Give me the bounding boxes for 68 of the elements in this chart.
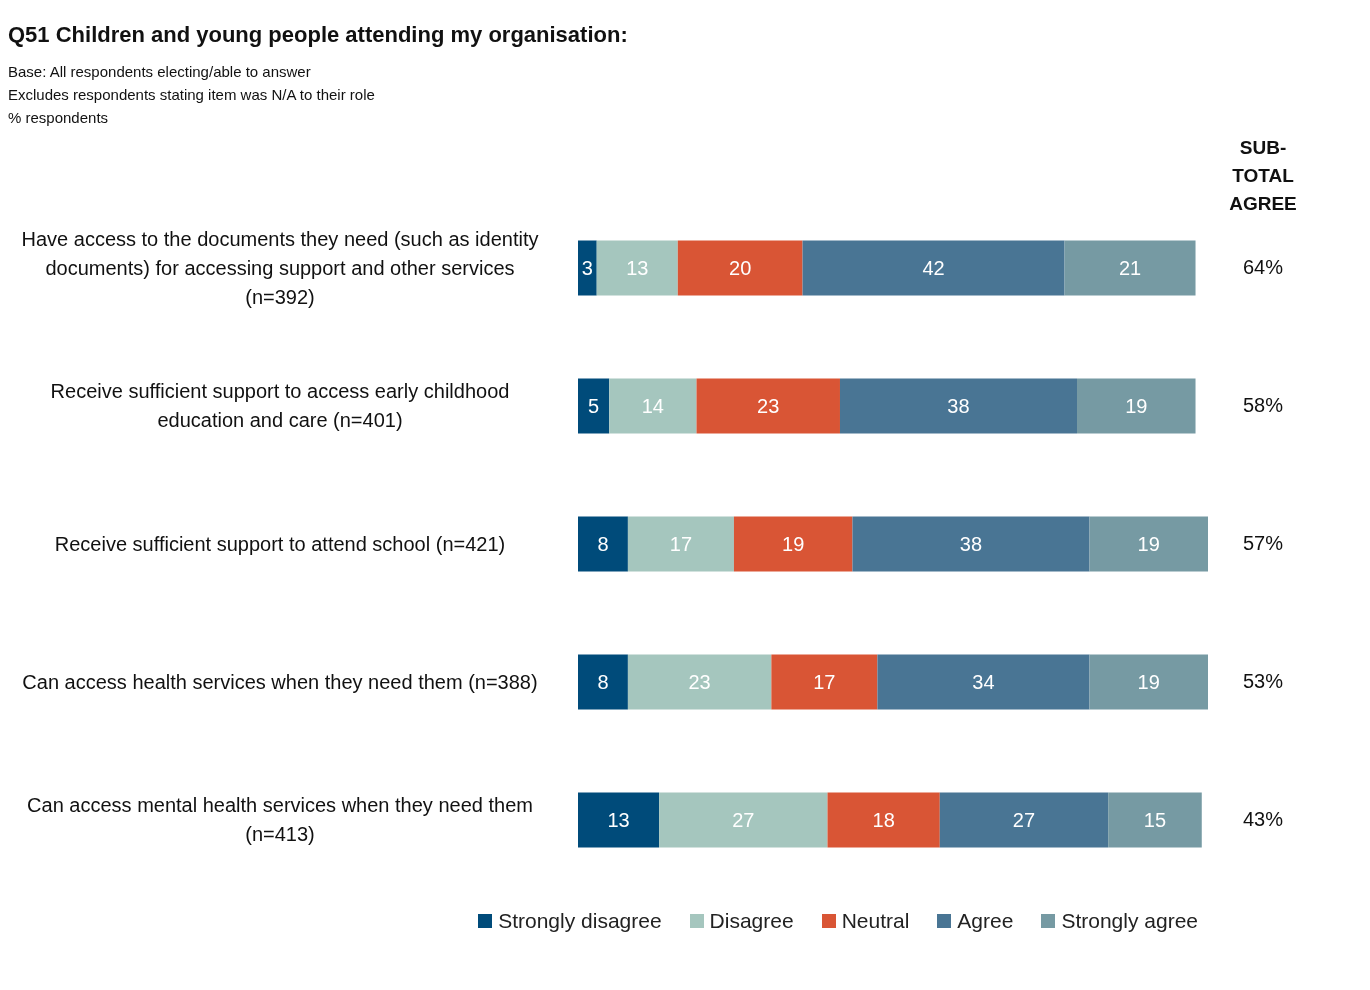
text: SUB-TOTAL AGREE <box>1228 136 1298 216</box>
bar <box>1108 792 1202 848</box>
legend-label: Strongly agree <box>1061 909 1198 933</box>
text: 43% <box>1242 808 1284 831</box>
data-label: 23 <box>757 395 780 417</box>
text: 58% <box>1242 394 1284 417</box>
bar <box>578 654 628 710</box>
text: Q51 Children and young people attending my organisation: <box>8 22 629 48</box>
data-label: 19 <box>1137 533 1160 555</box>
data-label: 42 <box>922 257 945 279</box>
bar <box>659 792 828 848</box>
text: Base: All respondents electing/able to answer Excludes respondents stating item was N/A to their role % respondents <box>8 62 376 128</box>
data-label: 3 <box>581 257 593 279</box>
bar <box>852 516 1090 572</box>
data-label: 17 <box>813 671 836 693</box>
data-label: 19 <box>1125 395 1148 417</box>
y-tick-label: Receive sufficient support to access early childhood education and care (n=401) <box>49 379 511 433</box>
bar <box>578 516 628 572</box>
bar <box>596 240 678 296</box>
legend-label: Agree <box>957 909 1014 933</box>
data-label: 17 <box>669 533 693 555</box>
bar <box>627 654 772 710</box>
data-label: 13 <box>626 257 649 279</box>
data-label: 8 <box>597 533 609 555</box>
bar <box>609 378 697 434</box>
legend-label: Strongly disagree <box>498 909 662 933</box>
bar <box>771 654 878 710</box>
bar <box>696 378 840 434</box>
bar <box>877 654 1090 710</box>
bar <box>802 240 1065 296</box>
y-tick-label: Receive sufficient support to attend school (n=421) <box>54 531 506 557</box>
bar <box>1089 516 1208 572</box>
data-label: 5 <box>588 395 600 417</box>
data-label: 15 <box>1143 809 1167 831</box>
data-label: 19 <box>1137 671 1160 693</box>
data-label: 34 <box>972 671 995 693</box>
text: 64% <box>1242 256 1284 279</box>
bar <box>677 240 803 296</box>
text: 57% <box>1242 532 1284 555</box>
y-tick-label: Can access mental health services when they need them (n=413) <box>26 793 534 847</box>
bar <box>1064 240 1196 296</box>
bar <box>627 516 734 572</box>
bar <box>1077 378 1196 434</box>
data-label: 27 <box>1012 809 1036 831</box>
data-label: 20 <box>729 257 752 279</box>
data-label: 8 <box>597 671 609 693</box>
bar <box>939 792 1109 848</box>
bar <box>827 792 940 848</box>
bar <box>839 378 1078 434</box>
bar <box>733 516 853 572</box>
y-tick-label: Have access to the documents they need (such as identity documents) for accessing support and other services (n=392) <box>20 226 540 310</box>
legend-label: Disagree <box>709 909 794 933</box>
data-label: 18 <box>872 809 895 831</box>
data-label: 38 <box>947 395 970 417</box>
data-label: 38 <box>959 533 983 555</box>
legend-label: Neutral <box>841 909 910 933</box>
text: 53% <box>1242 670 1284 693</box>
y-tick-label: Can access health services when they need them (n=388) <box>22 669 538 695</box>
bar <box>1089 654 1208 710</box>
bar <box>578 240 597 296</box>
data-label: 23 <box>688 671 711 693</box>
data-label: 21 <box>1118 257 1142 279</box>
data-label: 27 <box>732 809 755 831</box>
data-label: 14 <box>641 395 664 417</box>
bar <box>578 378 610 434</box>
data-label: 13 <box>607 809 630 831</box>
bar <box>578 792 660 848</box>
data-label: 19 <box>782 533 805 555</box>
